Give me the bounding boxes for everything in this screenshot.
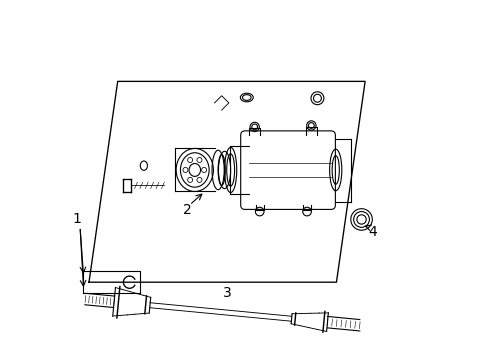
Text: 4: 4 [368, 225, 377, 239]
Text: 3: 3 [222, 286, 231, 300]
FancyBboxPatch shape [241, 131, 335, 210]
Text: 1: 1 [72, 212, 81, 226]
Text: 2: 2 [183, 203, 192, 217]
